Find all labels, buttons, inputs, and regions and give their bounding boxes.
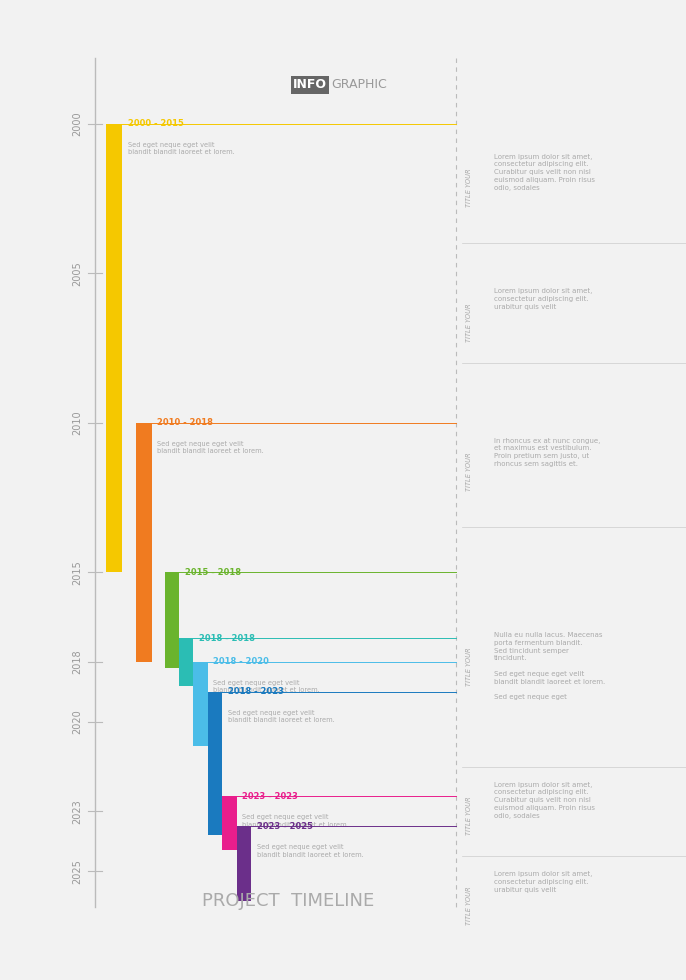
Text: 2023 - 2023: 2023 - 2023 [242, 792, 298, 801]
Text: Lorem ipsum dolor sit amet,
consectetur adipiscing elit.
Curabitur quis velit no: Lorem ipsum dolor sit amet, consectetur … [494, 781, 595, 818]
Text: Lorem ipsum dolor sit amet,
consectetur adipiscing elit.
Curabitur quis velit no: Lorem ipsum dolor sit amet, consectetur … [494, 154, 595, 191]
Bar [237, 826, 251, 901]
Text: 2018 - 2018: 2018 - 2018 [199, 633, 255, 643]
Text: TITLE YOUR: TITLE YOUR [466, 886, 471, 925]
Text: 2018 - 2023: 2018 - 2023 [228, 687, 283, 697]
Text: 2020: 2020 [72, 710, 82, 734]
Text: Sed eget neque eget velit
blandit blandit laoreet et lorem.: Sed eget neque eget velit blandit blandi… [128, 142, 235, 155]
Bar [222, 797, 237, 851]
Text: 2018 - 2020: 2018 - 2020 [213, 658, 269, 666]
Text: Sed eget neque eget velit
blandit blandit laoreet et lorem.: Sed eget neque eget velit blandit blandi… [213, 680, 320, 694]
Text: TITLE YOUR: TITLE YOUR [466, 303, 471, 342]
Text: TITLE YOUR: TITLE YOUR [466, 647, 471, 686]
Text: Sed eget neque eget velit
blandit blandit laoreet et lorem.: Sed eget neque eget velit blandit blandi… [242, 814, 349, 828]
Text: PROJECT  TIMELINE: PROJECT TIMELINE [202, 892, 375, 910]
Bar [106, 123, 122, 572]
Text: 2023 - 2025: 2023 - 2025 [257, 822, 313, 831]
Text: Lorem ipsum dolor sit amet,
consectetur adipiscing elit.
urabitur quis velit: Lorem ipsum dolor sit amet, consectetur … [494, 288, 592, 310]
Text: In rhoncus ex at nunc congue,
et maximus est vestibulum.
Proin pretium sem justo: In rhoncus ex at nunc congue, et maximus… [494, 438, 600, 466]
Text: 2010 - 2018: 2010 - 2018 [157, 418, 213, 427]
Text: 2010: 2010 [72, 411, 82, 435]
Bar [193, 662, 208, 746]
Text: 2018: 2018 [72, 650, 82, 674]
Bar [208, 692, 222, 835]
Text: 2000 - 2015: 2000 - 2015 [128, 120, 183, 128]
Bar [136, 422, 152, 662]
Text: 2015: 2015 [72, 560, 82, 585]
Text: GRAPHIC: GRAPHIC [331, 78, 387, 91]
Bar [179, 638, 193, 686]
Text: Sed eget neque eget velit
blandit blandit laoreet et lorem.: Sed eget neque eget velit blandit blandi… [228, 710, 335, 723]
Text: 2023: 2023 [72, 799, 82, 824]
Text: Nulla eu nulla lacus. Maecenas
porta fermentum blandit.
Sed tincidunt semper
tin: Nulla eu nulla lacus. Maecenas porta fer… [494, 632, 605, 700]
Bar [165, 572, 179, 668]
Text: 2015 - 2018: 2015 - 2018 [185, 567, 241, 577]
Text: Lorem ipsum dolor sit amet,
consectetur adipiscing elit.
urabitur quis velit: Lorem ipsum dolor sit amet, consectetur … [494, 871, 592, 893]
Text: TITLE YOUR: TITLE YOUR [466, 169, 471, 207]
Text: Sed eget neque eget velit
blandit blandit laoreet et lorem.: Sed eget neque eget velit blandit blandi… [157, 441, 264, 454]
Text: 2005: 2005 [72, 261, 82, 285]
Text: 2025: 2025 [72, 858, 82, 884]
Text: Sed eget neque eget velit
blandit blandit laoreet et lorem.: Sed eget neque eget velit blandit blandi… [257, 845, 364, 858]
Text: TITLE YOUR: TITLE YOUR [466, 453, 471, 491]
Text: 2000: 2000 [72, 112, 82, 136]
Text: TITLE YOUR: TITLE YOUR [466, 797, 471, 835]
Text: INFO: INFO [293, 78, 327, 91]
